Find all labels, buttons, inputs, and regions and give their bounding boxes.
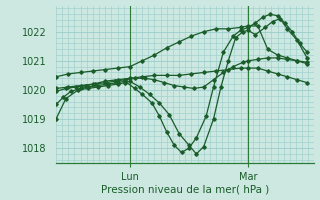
X-axis label: Pression niveau de la mer( hPa ): Pression niveau de la mer( hPa ) bbox=[101, 184, 269, 194]
